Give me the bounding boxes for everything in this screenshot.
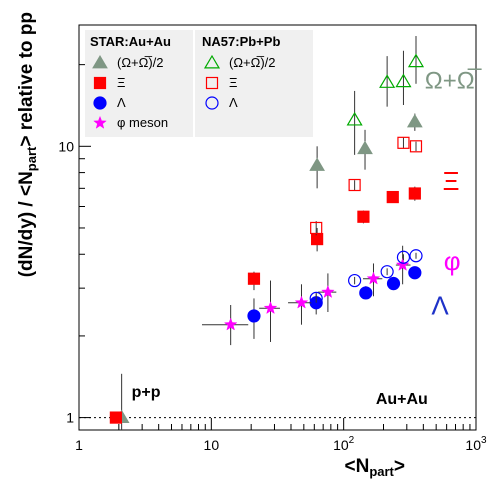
annotation-6: Λ	[431, 290, 449, 320]
data-point-star-2	[359, 286, 373, 300]
x-tick-label-3: 103	[465, 435, 487, 453]
series-na57	[310, 136, 423, 236]
data-point-star-3	[357, 210, 370, 223]
legend-na57-label-1: Ξ	[229, 75, 237, 90]
x-axis-label-sub: part	[369, 464, 394, 479]
data-point-na57-2-3	[407, 53, 425, 68]
legend-star-marker-3	[93, 115, 107, 129]
x-tick-label-2: 102	[333, 435, 355, 453]
x-tick-label-1: 10	[204, 437, 220, 453]
legend-star-label-2: Λ	[117, 95, 126, 110]
data-point-meson-2	[294, 295, 309, 309]
data-point-star-5	[408, 187, 421, 200]
legend-na57-label-0: (Ω+Ω̅)/2	[229, 55, 276, 70]
data-point-na57-4	[409, 249, 423, 263]
annotation-1: p+p	[132, 384, 161, 401]
data-point-star-0	[247, 309, 261, 323]
x-axis-label-main: <N	[345, 456, 370, 477]
legend-na57-label-2: Λ	[229, 95, 238, 110]
x-tick-label-0: 1	[75, 437, 83, 453]
series-star-2	[113, 113, 423, 430]
data-point-na57-2-1	[379, 74, 396, 88]
series-meson	[201, 245, 411, 346]
legend-star-label-3: φ meson	[117, 115, 168, 130]
data-point-meson-4	[366, 271, 381, 285]
data-point-star-2	[311, 232, 324, 246]
legend-star-label-1: Ξ	[117, 75, 125, 90]
legend-star-label-0: (Ω+Ω̅)/2	[117, 55, 164, 70]
series-na57-2	[346, 36, 425, 155]
y-tick-label-0: 1	[66, 410, 74, 426]
data-point-star-1	[247, 272, 261, 285]
y-axis-label-end: > relative to pp	[16, 12, 37, 147]
data-point-star-4	[386, 190, 399, 204]
legend-na57-marker-1	[205, 76, 219, 90]
data-point-meson-0	[223, 317, 238, 331]
data-point-star-2-2	[357, 140, 373, 155]
data-point-na57-1	[348, 178, 361, 192]
y-axis-label-main: (dN/dy) / <N	[16, 171, 37, 277]
data-point-star-0	[109, 411, 122, 424]
data-point-na57-0	[309, 291, 323, 306]
annotation-5: φ	[444, 246, 461, 276]
x-axis-label-end: >	[394, 456, 405, 477]
legend-na57: NA57:Pb+Pb (Ω+Ω̅)/2 ΞΛ	[202, 34, 280, 110]
data-point-na57-2	[397, 136, 410, 149]
legend-star-marker-1	[93, 76, 107, 90]
data-point-star-2-3	[406, 113, 423, 128]
data-point-na57-3	[396, 250, 411, 264]
legend-star-marker-0	[92, 55, 108, 69]
data-point-na57-2-2	[395, 73, 412, 88]
y-axis-label-sub: part	[24, 146, 39, 171]
y-tick-label-1: 10	[58, 138, 74, 154]
x-axis-label: <Npart>	[345, 456, 406, 479]
legend-na57-title: NA57:Pb+Pb	[202, 34, 280, 49]
data-point-meson-3	[321, 284, 335, 298]
annotation-4: Ξ	[443, 166, 460, 196]
y-axis-label: (dN/dy) / <Npart> relative to pp	[16, 12, 39, 277]
data-point-meson-1	[263, 301, 278, 315]
data-point-na57-2	[380, 265, 394, 279]
data-point-na57-3	[409, 140, 423, 153]
legend-star-title: STAR:Au+Au	[90, 34, 171, 49]
data-point-star-2-1	[309, 157, 325, 171]
series-star	[109, 186, 421, 424]
data-point-star-3	[386, 276, 401, 291]
data-point-na57-2-0	[346, 111, 363, 126]
data-point-na57-1	[348, 273, 362, 288]
data-point-meson-5	[395, 257, 410, 271]
data-point-star-4	[408, 266, 422, 280]
legend-star-marker-2	[93, 96, 107, 110]
legend-star: STAR:Au+Au (Ω+Ω̅)/2 ΞΛφ meson	[90, 34, 171, 130]
legend-na57-background	[195, 30, 313, 137]
legend-na57-marker-2	[205, 96, 219, 110]
data-point-na57-0	[310, 221, 323, 235]
legend-na57-marker-0	[203, 54, 221, 69]
annotation-2: Au+Au	[376, 391, 428, 408]
annotation-3: Ω+Ω̅	[425, 68, 482, 95]
series-star	[247, 266, 422, 339]
series-na57	[309, 249, 423, 306]
